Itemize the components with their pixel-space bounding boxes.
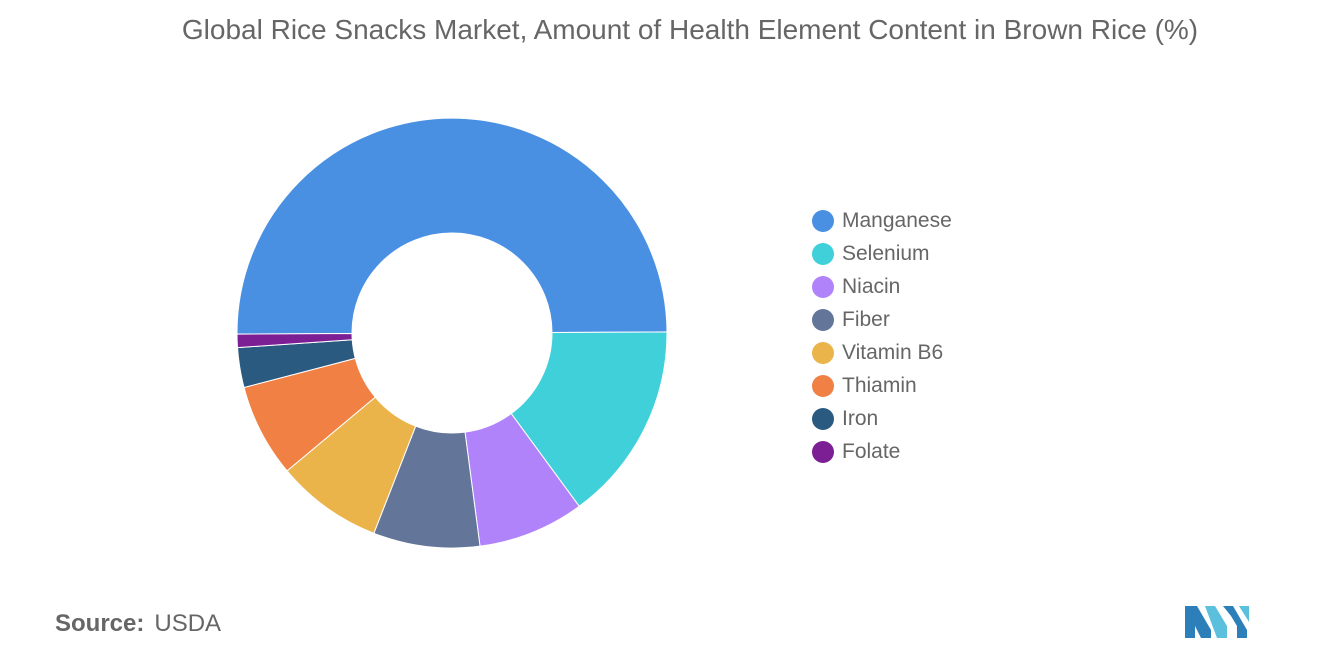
chart-title: Global Rice Snacks Market, Amount of Hea…: [181, 14, 1199, 45]
legend-marker: [812, 308, 834, 331]
donut-slices: [236, 117, 668, 549]
legend-label: Folate: [842, 439, 901, 463]
legend-marker: [812, 209, 834, 232]
source-value: USDA: [154, 610, 222, 637]
legend-label: Niacin: [842, 274, 901, 298]
legend-item-fiber: Fiber: [812, 303, 952, 336]
legend-item-niacin: Niacin: [812, 270, 952, 303]
legend-label: Manganese: [842, 208, 952, 232]
legend-label: Vitamin B6: [842, 340, 944, 364]
slice-folate: [236, 332, 353, 349]
legend-marker: [812, 374, 834, 397]
slice-selenium: [510, 331, 668, 508]
slice-manganese: [236, 117, 668, 335]
legend-marker: [812, 341, 834, 364]
legend-marker: [812, 275, 834, 298]
legend-item-iron: Iron: [812, 402, 952, 435]
chart-legend: Manganese Selenium Niacin Fiber Vitamin B6 Th…: [812, 204, 952, 468]
legend-label: Fiber: [842, 307, 890, 331]
legend-label: Selenium: [842, 241, 930, 265]
source-label: Source:: [55, 610, 145, 637]
legend-label: Iron: [842, 406, 879, 430]
legend-item-selenium: Selenium: [812, 237, 952, 270]
source-note: Source: USDA: [55, 610, 221, 638]
legend-marker: [812, 440, 834, 463]
legend-item-vitamin-b6: Vitamin B6: [812, 336, 952, 369]
mordor-intelligence-logo-icon: [1185, 606, 1249, 638]
legend-item-manganese: Manganese: [812, 204, 952, 237]
legend-item-folate: Folate: [812, 435, 952, 468]
legend-marker: [812, 407, 834, 430]
legend-marker: [812, 242, 834, 265]
legend-item-thiamin: Thiamin: [812, 369, 952, 402]
legend-label: Thiamin: [842, 373, 917, 397]
